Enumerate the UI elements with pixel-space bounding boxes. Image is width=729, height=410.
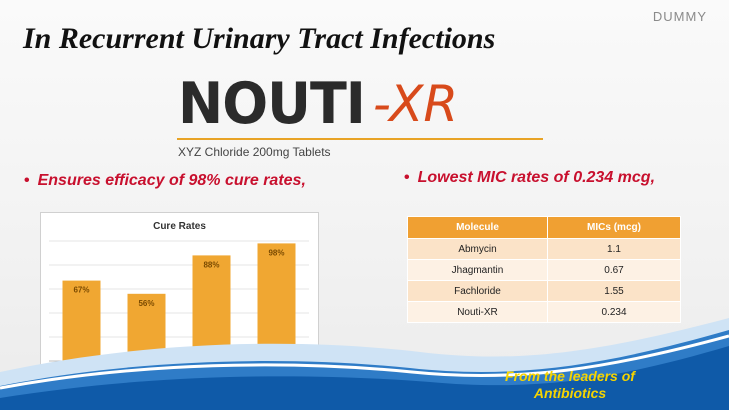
table-header-mic: MICs (mcg) [547,216,681,239]
table-row: Abmycin 1.1 [407,238,681,260]
table-row: Jhagmantin 0.67 [407,259,681,281]
bar-jhagmantin [192,255,231,361]
table-cell-mic: 1.1 [547,238,681,260]
table-cell-molecule: Jhagmantin [407,259,548,281]
table-cell-molecule: Nouti-XR [407,301,548,323]
table-cell-molecule: Abmycin [407,238,548,260]
brand-name: NOUTI [178,70,366,137]
footer-line-2: Antibiotics [533,385,607,401]
footer-line-1: From the leaders of [505,368,635,384]
wave-highlight [0,334,729,390]
brand-logo: NOUTI -XR [178,74,458,134]
bullet-mic: • Lowest MIC rates of 0.234 mcg, [404,168,724,187]
table-cell-molecule: Fachloride [407,280,548,302]
mic-table: Molecule MICs (mcg) Abmycin 1.1 Jhagmant… [407,216,681,323]
data-label: 88% [203,260,219,269]
table-cell-mic: 0.234 [547,301,681,323]
bullet-dot-icon: • [404,169,410,186]
bullet-efficacy: • Ensures efficacy of 98% cure rates, [24,171,324,190]
watermark-label: DUMMY [652,9,707,24]
bar-nouti-xr [257,243,296,361]
table-cell-mic: 1.55 [547,280,681,302]
footer-tagline: From the leaders of Antibiotics [475,368,665,402]
brand-tagline: XYZ Chloride 200mg Tablets [178,145,331,159]
chart-title: Cure Rates [153,221,206,232]
table-row: Fachloride 1.55 [407,280,681,302]
data-label: 98% [268,248,284,257]
data-label: 56% [138,299,154,308]
table-header-row: Molecule MICs (mcg) [407,216,681,239]
data-label: 67% [73,286,89,295]
bullet-mic-text: Lowest MIC rates of 0.234 mcg, [417,169,656,186]
bullet-dot-icon: • [24,172,30,189]
brand-divider [177,138,543,140]
table-header-molecule: Molecule [407,216,548,239]
table-row: Nouti-XR 0.234 [407,301,681,323]
slide-headline: In Recurrent Urinary Tract Infections [23,22,496,55]
brand-suffix: -XR [372,75,459,133]
bullet-efficacy-text: Ensures efficacy of 98% cure rates, [37,172,306,189]
bar-abcmycin [62,280,101,361]
wave-dark [0,346,729,410]
